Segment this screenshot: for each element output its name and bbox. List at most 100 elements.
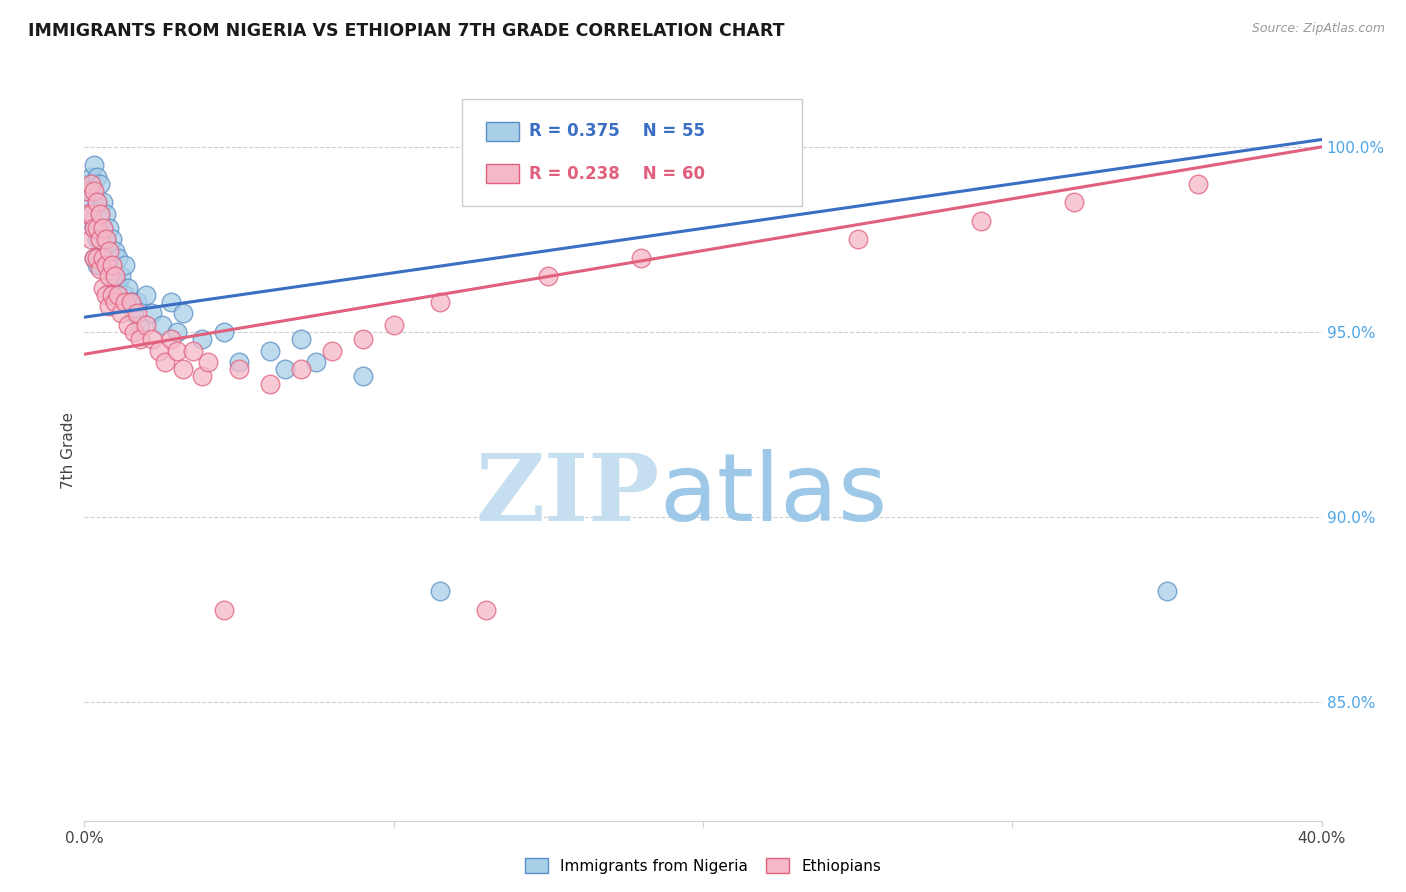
Point <box>76 177 98 191</box>
Point <box>79 206 101 220</box>
Point <box>89 206 111 220</box>
Point <box>166 343 188 358</box>
Point <box>114 288 136 302</box>
Point <box>135 288 157 302</box>
Point <box>104 269 127 284</box>
Point <box>122 325 145 339</box>
Point <box>160 295 183 310</box>
Point <box>83 251 105 265</box>
Point <box>98 244 121 258</box>
Point <box>104 295 127 310</box>
Point <box>122 306 145 320</box>
Point <box>89 232 111 246</box>
Point <box>172 362 194 376</box>
Point <box>117 318 139 332</box>
Point <box>321 343 343 358</box>
Point <box>98 221 121 235</box>
Point <box>107 288 129 302</box>
Point <box>429 584 451 599</box>
Point <box>970 214 993 228</box>
Point <box>181 343 204 358</box>
Point <box>83 185 105 199</box>
Text: R = 0.375    N = 55: R = 0.375 N = 55 <box>529 122 704 140</box>
Point <box>846 232 869 246</box>
Point <box>98 299 121 313</box>
Point <box>83 185 105 199</box>
Point <box>125 295 148 310</box>
Point <box>537 269 560 284</box>
Point <box>259 343 281 358</box>
Point <box>104 244 127 258</box>
Point <box>94 232 117 246</box>
Point <box>120 295 142 310</box>
Text: atlas: atlas <box>659 449 889 541</box>
Point <box>191 333 214 347</box>
Point <box>110 269 132 284</box>
Point <box>86 221 108 235</box>
Point <box>290 333 312 347</box>
Point <box>79 169 101 184</box>
Point <box>94 232 117 246</box>
Point <box>107 277 129 291</box>
Point <box>91 280 114 294</box>
Point <box>110 306 132 320</box>
Point <box>101 280 124 294</box>
Point <box>104 269 127 284</box>
Point <box>98 251 121 265</box>
Point <box>1187 177 1209 191</box>
FancyBboxPatch shape <box>461 99 801 206</box>
Point <box>212 602 235 616</box>
Point <box>94 259 117 273</box>
Point <box>475 602 498 616</box>
Point <box>76 195 98 210</box>
Point <box>76 185 98 199</box>
Point <box>86 169 108 184</box>
Point <box>89 177 111 191</box>
Point <box>86 195 108 210</box>
Point <box>101 259 124 273</box>
Point <box>114 295 136 310</box>
Point <box>107 251 129 265</box>
Point <box>83 251 105 265</box>
Point <box>153 354 176 368</box>
Point <box>141 306 163 320</box>
Point <box>305 354 328 368</box>
Point <box>79 185 101 199</box>
Point <box>352 369 374 384</box>
Point <box>135 318 157 332</box>
Point <box>141 333 163 347</box>
Point <box>83 158 105 172</box>
Point <box>86 251 108 265</box>
Point <box>79 177 101 191</box>
Point <box>101 232 124 246</box>
Point <box>91 221 114 235</box>
Point <box>129 333 152 347</box>
Point <box>114 259 136 273</box>
Point <box>274 362 297 376</box>
Point <box>166 325 188 339</box>
Point <box>101 259 124 273</box>
Point <box>228 354 250 368</box>
Point <box>429 295 451 310</box>
FancyBboxPatch shape <box>486 164 519 184</box>
Point <box>89 206 111 220</box>
Point <box>79 214 101 228</box>
FancyBboxPatch shape <box>486 121 519 141</box>
Point <box>94 206 117 220</box>
Point <box>197 354 219 368</box>
Point <box>91 195 114 210</box>
Point <box>86 195 108 210</box>
Point <box>148 343 170 358</box>
Point <box>352 333 374 347</box>
Point <box>120 295 142 310</box>
Point <box>101 288 124 302</box>
Point <box>382 318 405 332</box>
Point <box>129 318 152 332</box>
Point <box>79 232 101 246</box>
Legend: Immigrants from Nigeria, Ethiopians: Immigrants from Nigeria, Ethiopians <box>519 852 887 880</box>
Point <box>94 288 117 302</box>
Point <box>630 251 652 265</box>
Point <box>172 306 194 320</box>
Point <box>91 251 114 265</box>
Point <box>98 269 121 284</box>
